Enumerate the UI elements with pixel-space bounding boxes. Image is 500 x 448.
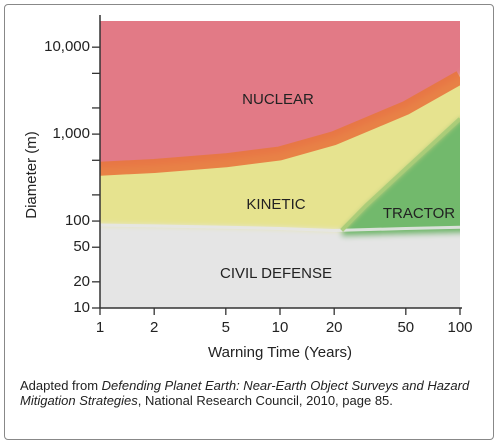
caption-text: , National Research Council, 2010, page … — [137, 393, 393, 408]
region-nuclear — [100, 21, 460, 169]
region-label: CIVIL DEFENSE — [220, 265, 332, 282]
x-tick-label: 1 — [96, 319, 104, 336]
region-label: NUCLEAR — [242, 91, 314, 108]
x-axis-label: Warning Time (Years) — [208, 344, 352, 361]
y-tick-label: 50 — [73, 238, 90, 255]
y-tick-label: 10,000 — [44, 38, 90, 55]
caption-title: Defending Planet Earth: Near-Earth Objec… — [20, 378, 470, 408]
x-tick-label: 100 — [447, 319, 472, 336]
y-axis-label: Diameter (m) — [23, 131, 40, 219]
y-tick-label: 10 — [73, 299, 90, 316]
civil-defense-boundary — [100, 223, 460, 232]
caption: Adapted from Defending Planet Earth: Nea… — [20, 378, 480, 408]
x-tick-label: 50 — [397, 319, 414, 336]
chart: Warning Time (Years) Diameter (m) NUCLEA… — [23, 15, 473, 361]
tractor-boundary — [340, 117, 460, 232]
regions — [100, 21, 460, 308]
y-tick-label: 1,000 — [52, 125, 90, 142]
region-label: KINETIC — [246, 196, 305, 213]
x-tick-label: 2 — [150, 319, 158, 336]
caption-text: Adapted from — [20, 378, 102, 393]
nuclear-boundary — [100, 71, 460, 176]
region-label: TRACTOR — [383, 205, 455, 222]
x-tick-label: 10 — [272, 319, 289, 336]
y-tick-label: 20 — [73, 273, 90, 290]
y-tick-label: 100 — [65, 212, 90, 229]
x-tick-label: 5 — [222, 319, 230, 336]
figure-frame — [4, 4, 494, 440]
plot-area — [100, 21, 460, 308]
x-tick-label: 20 — [326, 319, 343, 336]
